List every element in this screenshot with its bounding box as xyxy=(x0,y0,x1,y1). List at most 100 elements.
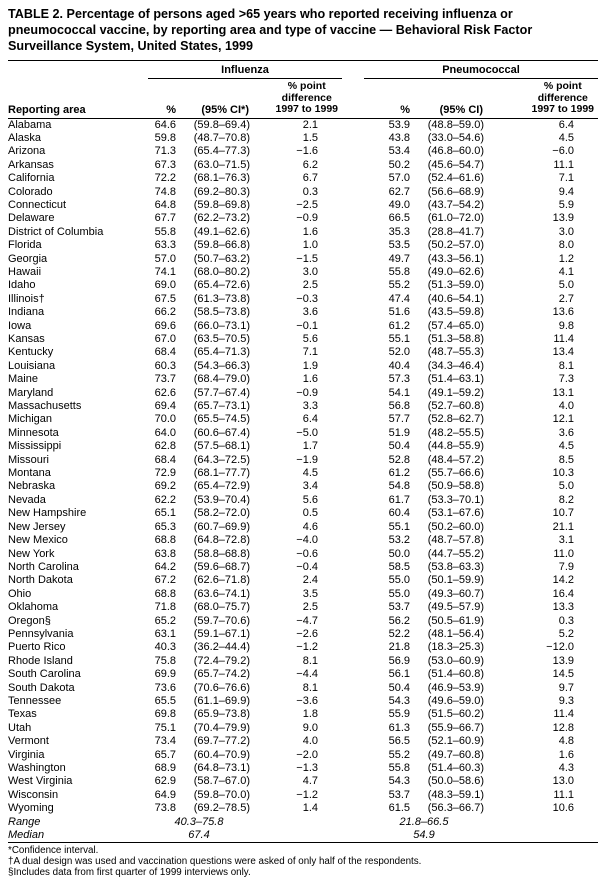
pneumococcal-diff-cell: 13.1 xyxy=(552,386,575,399)
influenza-percent-cell: 64.9 xyxy=(154,788,176,801)
pneumococcal-ci-cell: (43.3–56.1) xyxy=(427,252,484,265)
influenza-diff-cell: 2.5 xyxy=(302,601,318,614)
summary-label: Median xyxy=(8,829,148,844)
influenza-diff-cell: 5.6 xyxy=(302,333,318,345)
influenza-diff-cell: 2.1 xyxy=(302,118,318,131)
pneumococcal-percent-cell: 54.8 xyxy=(388,480,410,493)
influenza-diff-cell: 6.2 xyxy=(302,158,318,171)
table-row: South Carolina 69.9 (65.7–74.2) −4.4 56.1 (51… xyxy=(8,668,598,681)
influenza-percent-cell: 66.2 xyxy=(154,306,176,319)
influenza-diff-cell: 4.7 xyxy=(302,775,318,788)
table-row: Kansas 67.0 (63.5–70.5) 5.6 55.1 (51.3–58.8) 1… xyxy=(8,333,598,346)
reporting-area-cell: Maine xyxy=(8,373,38,386)
pneumococcal-ci-cell: (51.3–58.8) xyxy=(427,333,484,345)
influenza-percent-cell: 62.9 xyxy=(154,775,176,788)
influenza-diff-cell: 1.8 xyxy=(302,708,318,721)
pneumococcal-diff-cell: 0.3 xyxy=(558,614,575,627)
pneumococcal-percent-cell: 61.2 xyxy=(388,467,410,480)
influenza-ci-cell: (59.8–69.4) xyxy=(193,118,250,131)
influenza-percent-cell: 57.0 xyxy=(154,252,176,265)
influenza-percent-cell: 72.2 xyxy=(154,172,176,185)
table-row: New Hampshire 65.1 (58.2–72.0) 0.5 60.4 (53.1… xyxy=(8,507,598,520)
influenza-diff-cell: 2.5 xyxy=(302,279,318,292)
table-row: West Virginia 62.9 (58.7–67.0) 4.7 54.3 (50.0… xyxy=(8,775,598,788)
influenza-percent-cell: 64.6 xyxy=(154,118,176,131)
influenza-percent-cell: 75.8 xyxy=(154,654,176,667)
column-spacer xyxy=(342,400,364,413)
influenza-diff-cell: 3.3 xyxy=(302,400,318,413)
influenza-ci-cell: (68.4–79.0) xyxy=(193,373,250,386)
pneumococcal-diff-cell: 8.1 xyxy=(558,359,575,372)
column-spacer xyxy=(342,279,364,292)
influenza-percent-cell: 40.3 xyxy=(154,641,176,654)
column-spacer xyxy=(342,588,364,601)
pneumococcal-diff-cell: 16.4 xyxy=(552,587,575,600)
influenza-percent-cell: 64.2 xyxy=(154,560,176,573)
influenza-diff-cell: −3.6 xyxy=(296,694,318,707)
table-row: Hawaii 74.1 (68.0–80.2) 3.0 55.8 (49.0–62.6) 4… xyxy=(8,266,598,279)
pneumococcal-percent-cell: 55.8 xyxy=(388,762,410,774)
reporting-area-cell: West Virginia xyxy=(8,775,73,788)
pneumococcal-diff-cell: 3.1 xyxy=(558,534,575,547)
influenza-diff-cell: −0.9 xyxy=(296,386,318,399)
pneumococcal-percent-cell: 56.1 xyxy=(388,668,410,681)
reporting-area-cell: North Dakota xyxy=(8,574,73,587)
influenza-diff-cell: 2.4 xyxy=(302,574,318,587)
table-row: Alabama 64.6 (59.8–69.4) 2.1 53.9 (48.8–59.0)… xyxy=(8,118,598,132)
column-spacer xyxy=(342,306,364,319)
reporting-area-cell: Vermont xyxy=(8,735,49,748)
column-spacer xyxy=(342,172,364,185)
influenza-ci-cell: (65.5–74.5) xyxy=(193,413,250,426)
influenza-percent-cell: 71.8 xyxy=(154,601,176,614)
pneumococcal-ci-cell: (55.7–66.6) xyxy=(427,467,484,480)
influenza-ci-cell: (65.4–77.3) xyxy=(193,145,250,158)
column-spacer xyxy=(342,775,364,788)
reporting-area-cell: Oklahoma xyxy=(8,601,59,614)
diff-header-line: 1997 to 1999 xyxy=(275,103,338,115)
influenza-ci-cell: (59.8–69.8) xyxy=(193,198,250,211)
pneumococcal-percent-cell: 47.4 xyxy=(388,292,410,305)
table-row: Colorado 74.8 (69.2–80.3) 0.3 62.7 (56.6–68.9… xyxy=(8,186,598,199)
empty-cell xyxy=(250,829,342,844)
reporting-area-cell: New Mexico xyxy=(8,534,68,547)
influenza-diff-cell: 8.1 xyxy=(302,681,318,694)
pneumococcal-ci-cell: (53.0–60.9) xyxy=(427,654,484,667)
pneumococcal-percent-cell: 51.9 xyxy=(388,426,410,439)
table-row: Nebraska 69.2 (65.4–72.9) 3.4 54.8 (50.9–58.8… xyxy=(8,480,598,493)
pneumococcal-ci-header: (95% CI) xyxy=(412,78,484,119)
influenza-diff-cell: −4.0 xyxy=(296,534,318,547)
pneumococcal-ci-cell: (48.7–57.8) xyxy=(427,534,484,547)
pneumococcal-percent-cell: 55.8 xyxy=(388,265,410,278)
pneumococcal-diff-cell: 4.5 xyxy=(558,131,575,144)
pneumococcal-percent-cell: 50.2 xyxy=(388,158,410,171)
table-row: Iowa 69.6 (66.0–73.1) −0.1 61.2 (57.4–65.0) 9.… xyxy=(8,320,598,333)
influenza-ci-cell: (64.3–72.5) xyxy=(193,453,250,466)
influenza-ci-cell: (72.4–79.2) xyxy=(193,654,250,667)
influenza-ci-cell: (59.8–66.8) xyxy=(193,239,250,252)
reporting-area-cell: Missouri xyxy=(8,453,49,466)
pneumococcal-ci-cell: (44.7–55.2) xyxy=(427,547,484,560)
pneumococcal-percent-cell: 49.0 xyxy=(388,198,410,211)
pneumococcal-ci-cell: (34.3–46.4) xyxy=(427,359,484,372)
footnote-confidence-interval: *Confidence interval. xyxy=(8,845,99,857)
influenza-diff-cell: −0.1 xyxy=(296,319,318,332)
influenza-diff-cell: −2.6 xyxy=(296,627,318,640)
column-spacer xyxy=(342,548,364,561)
pneumococcal-ci-cell: (52.1–60.9) xyxy=(427,735,484,748)
influenza-ci-cell: (59.8–70.0) xyxy=(193,788,250,801)
column-header-row: Reporting area % (95% CI*) % point diffe… xyxy=(8,78,599,119)
pneumococcal-percent-cell: 50.0 xyxy=(388,547,410,560)
column-spacer xyxy=(342,61,364,79)
influenza-ci-cell: (68.0–80.2) xyxy=(193,265,250,278)
column-spacer xyxy=(342,802,364,815)
pneumococcal-diff-cell: 13.3 xyxy=(552,601,575,614)
summary-row: Median 67.4 54.9 xyxy=(8,829,599,844)
pneumococcal-percent-cell: 56.2 xyxy=(388,614,410,627)
influenza-percent-cell: 68.8 xyxy=(154,534,176,547)
reporting-area-cell: California xyxy=(8,172,55,185)
table-row: Arkansas 67.3 (63.0–71.5) 6.2 50.2 (45.6–54.7… xyxy=(8,159,598,172)
pneumococcal-diff-cell: 8.5 xyxy=(558,453,575,466)
reporting-area-cell: Michigan xyxy=(8,413,53,426)
column-spacer xyxy=(342,186,364,199)
table-row: Georgia 57.0 (50.7–63.2) −1.5 49.7 (43.3–56.1… xyxy=(8,253,598,266)
